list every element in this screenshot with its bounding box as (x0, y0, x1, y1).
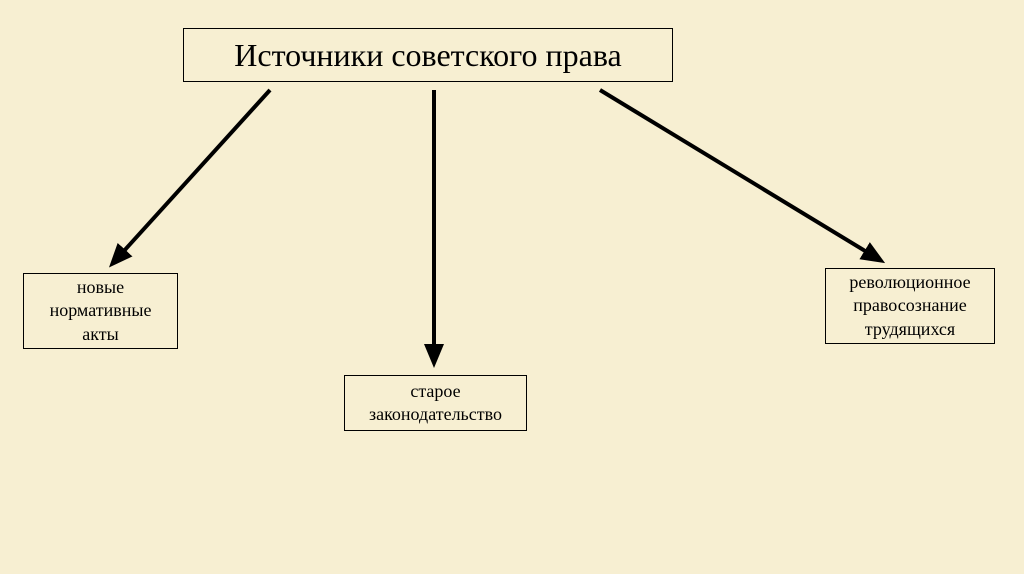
child-text-2: революционное правосознание трудящихся (849, 271, 970, 341)
child-box-0: новые нормативные акты (23, 273, 178, 349)
title-text: Источники советского права (234, 37, 621, 74)
child-box-2: революционное правосознание трудящихся (825, 268, 995, 344)
title-box: Источники советского права (183, 28, 673, 82)
child-text-0: новые нормативные акты (50, 276, 152, 346)
arrow-2 (600, 90, 880, 260)
child-box-1: старое законодательство (344, 375, 527, 431)
child-text-1: старое законодательство (369, 380, 502, 427)
arrow-0 (113, 90, 270, 263)
